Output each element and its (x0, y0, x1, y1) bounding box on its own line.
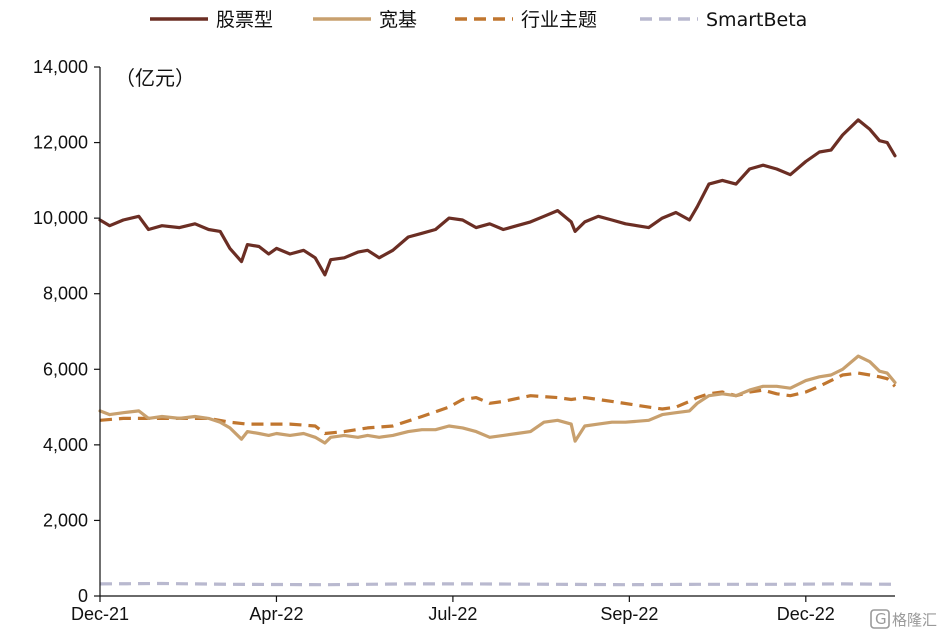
series-line-3 (99, 581, 896, 587)
legend-label-1: 宽基 (379, 9, 417, 31)
y-tick-label: 6,000 (43, 359, 88, 379)
watermark-text: 格隆汇 (892, 611, 937, 629)
series-layer (98, 118, 897, 587)
y-tick-label: 12,000 (33, 133, 88, 153)
series-line-0 (98, 118, 897, 277)
x-tick-label: Sep-22 (600, 604, 658, 624)
watermark: G 格隆汇 (870, 609, 937, 629)
y-tick-label: 2,000 (43, 510, 88, 530)
y-tick-label: 8,000 (43, 284, 88, 304)
axes-layer: 0 2,000 4,000 6,000 8,000 10,000 12,000 14,000 D… (33, 57, 895, 624)
x-tick-label: Dec-22 (777, 604, 835, 624)
legend-label-0: 股票型 (216, 9, 273, 31)
watermark-logo-letter: G (875, 610, 887, 628)
y-tick-label: 14,000 (33, 57, 88, 77)
series-line-2 (99, 371, 897, 436)
x-tick-label: Jul-22 (428, 604, 477, 624)
legend-label-3: SmartBeta (706, 9, 807, 31)
series-line-1 (98, 354, 897, 445)
watermark-logo-icon (870, 609, 890, 629)
y-unit-label: （亿元） (115, 66, 195, 90)
x-tick-label: Dec-21 (71, 604, 129, 624)
x-tick-label: Apr-22 (249, 604, 303, 624)
y-tick-label: 0 (78, 586, 88, 606)
y-tick-label: 10,000 (33, 208, 88, 228)
y-tick-label: 4,000 (43, 435, 88, 455)
legend-label-2: 行业主题 (521, 9, 597, 31)
legend: 股票型 宽基 行业主题 SmartBeta (150, 9, 807, 31)
